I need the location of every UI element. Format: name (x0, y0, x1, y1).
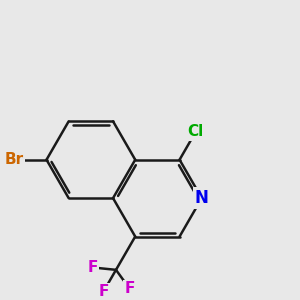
Text: N: N (195, 189, 209, 207)
Text: Br: Br (4, 152, 23, 167)
Text: F: F (124, 281, 135, 296)
Text: F: F (98, 284, 109, 299)
Text: Cl: Cl (188, 124, 204, 139)
Text: F: F (88, 260, 98, 275)
